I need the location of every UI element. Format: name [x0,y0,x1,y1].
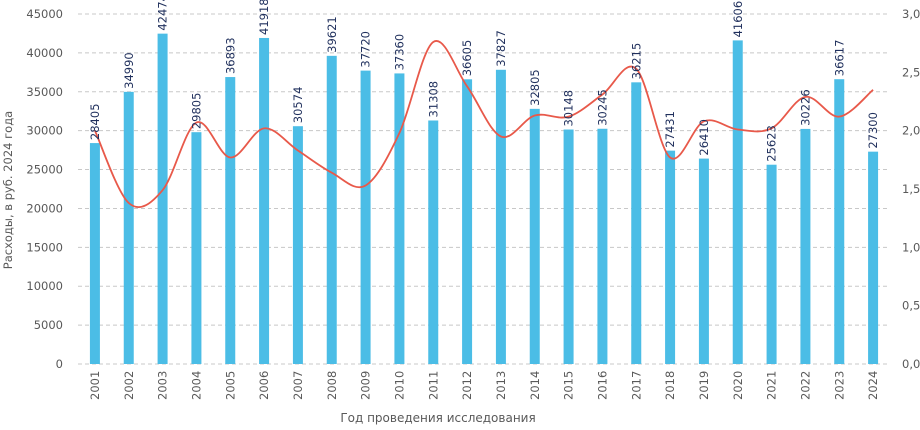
x-axis: 2001 2002 2003 2004 2005 2006 2007 2008 2009 2010… [88,371,880,400]
bar [733,40,743,364]
y-tick-label: 5000 [34,318,63,332]
bar [225,77,235,364]
y-tick-label: 35000 [26,85,63,99]
x-tick-label: 2009 [359,371,373,400]
bar [530,109,540,364]
data-label: 39621 [325,16,339,53]
x-tick-label: 2016 [595,371,609,400]
x-tick-label: 2001 [88,371,102,400]
y2-tick-label: 0,0 [902,357,920,371]
bar [631,82,641,364]
bar [124,92,134,364]
data-label: 27300 [866,112,880,149]
x-tick-label: 2018 [663,371,677,400]
x-tick-label: 2013 [494,371,508,400]
bar [800,129,810,364]
data-label: 42474 [156,0,170,31]
bar-series [90,34,878,364]
data-label: 41918 [257,0,271,35]
data-label: 34990 [122,52,136,89]
y2-tick-label: 0,5 [902,299,920,313]
data-label: 37720 [359,31,373,68]
y2-tick-label: 2,5 [902,65,920,79]
x-tick-label: 2024 [866,371,880,400]
bar [191,132,201,364]
x-tick-label: 2002 [122,371,136,400]
x-tick-label: 2003 [156,371,170,400]
x-tick-label: 2011 [426,371,440,400]
x-axis-title: Год проведения исследования [340,411,535,425]
x-tick-label: 2010 [392,371,406,400]
bar [868,152,878,364]
data-label: 28405 [88,103,102,140]
y-axis-right: 0,0 0,5 1,0 1,5 2,0 2,5 3,0 [902,7,920,371]
x-tick-label: 2007 [291,371,305,400]
y2-tick-label: 1,0 [902,240,920,254]
y-axis-left: 0 5000 10000 15000 20000 25000 30000 35000 40000… [26,7,63,371]
bar [767,165,777,364]
data-label: 32805 [528,69,542,106]
y-tick-label: 15000 [26,240,63,254]
x-tick-label: 2014 [528,371,542,400]
bar [90,143,100,364]
data-label: 30245 [595,89,609,126]
data-label: 29805 [189,93,203,130]
y-tick-label: 25000 [26,163,63,177]
x-tick-label: 2006 [257,371,271,400]
bar [496,70,506,364]
data-label: 27431 [663,111,677,148]
data-label: 31308 [426,81,440,118]
y2-tick-label: 3,0 [902,7,920,21]
data-label: 30574 [291,87,305,124]
data-label: 25623 [765,125,779,162]
bar [259,38,269,364]
data-label: 30226 [798,89,812,126]
x-tick-label: 2022 [798,371,812,400]
bar [158,34,168,364]
trend-line [95,41,873,207]
data-label: 36617 [832,40,846,77]
bar [462,79,472,364]
data-label: 36215 [629,43,643,80]
bar [428,120,438,364]
data-label: 41606 [731,1,745,38]
data-label: 36893 [223,37,237,74]
y-tick-label: 40000 [26,46,63,60]
data-label: 26410 [697,119,711,156]
y-axis-title: Расходы, в руб. 2024 года [1,111,15,269]
y-tick-label: 20000 [26,201,63,215]
data-label: 30148 [562,90,576,127]
x-tick-label: 2020 [731,371,745,400]
data-label: 37827 [494,30,508,67]
bar [699,159,709,364]
y2-tick-label: 2,0 [902,124,920,138]
data-labels: 28405 34990 42474 29805 36893 41918 30574 39621… [88,0,880,162]
x-tick-label: 2019 [697,371,711,400]
bar [834,79,844,364]
x-tick-label: 2021 [765,371,779,400]
x-tick-label: 2015 [562,371,576,400]
bar [327,56,337,364]
y-tick-label: 10000 [26,279,63,293]
x-tick-label: 2023 [832,371,846,400]
x-tick-label: 2012 [460,371,474,400]
x-tick-label: 2008 [325,371,339,400]
data-label: 36605 [460,40,474,77]
x-tick-label: 2017 [629,371,643,400]
y-tick-label: 0 [56,357,63,371]
x-tick-label: 2005 [223,371,237,400]
bar [361,71,371,364]
bar [597,129,607,364]
line-series [95,41,873,207]
x-tick-label: 2004 [189,371,203,400]
bar [293,126,303,364]
bar [564,130,574,364]
data-label: 37360 [392,34,406,71]
y-tick-label: 30000 [26,124,63,138]
bar [665,151,675,364]
y-tick-label: 45000 [26,7,63,21]
y2-tick-label: 1,5 [902,182,920,196]
bar [394,73,404,364]
